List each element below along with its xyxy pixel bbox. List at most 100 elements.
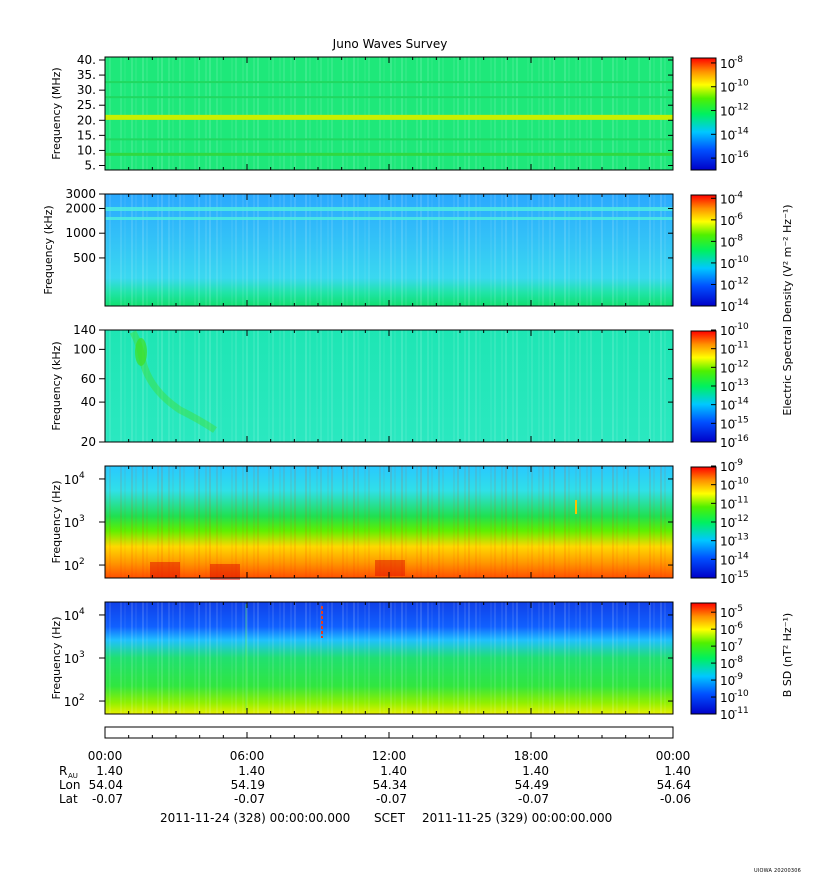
spike	[575, 500, 577, 514]
noise-strip	[538, 466, 540, 578]
noise-strip	[623, 466, 625, 578]
noise-strip	[538, 330, 540, 442]
noise-strip	[612, 194, 614, 306]
noise-strip	[390, 602, 392, 714]
noise-strip	[464, 57, 466, 170]
noise-strip	[198, 194, 200, 306]
noise-strip	[231, 57, 233, 170]
noise-strip	[623, 602, 625, 714]
noise-strip	[427, 466, 429, 578]
noise-strip	[161, 466, 163, 578]
noise-strip	[216, 57, 218, 170]
noise-strip	[205, 194, 207, 306]
noise-strip	[342, 330, 344, 442]
colorbar-tick-exponent: -14	[734, 397, 749, 407]
colorbar-tick-exponent: -10	[734, 255, 749, 265]
colorbar-1	[690, 57, 717, 171]
y-tick-label: 3000	[65, 187, 96, 201]
y-tick-label: 15.	[77, 128, 96, 142]
noise-strip	[294, 330, 296, 442]
y-tick-label: 10	[64, 652, 79, 666]
noise-strip	[394, 466, 396, 578]
ephemeris-row-label: Lat	[59, 792, 78, 806]
noise-strip	[416, 602, 418, 714]
noise-strip	[579, 57, 581, 170]
colorbar-tick-exponent: -9	[734, 458, 743, 468]
noise-strip	[442, 57, 444, 170]
noise-strip	[172, 602, 174, 714]
ephemeris-value: 1.40	[238, 764, 265, 778]
minor-band	[105, 138, 673, 141]
noise-strip	[342, 57, 344, 170]
colorbar-tick-label: 10	[720, 128, 735, 142]
noise-strip	[549, 57, 551, 170]
noise-strip	[383, 330, 385, 442]
y-tick-label: 500	[73, 251, 96, 265]
noise-strip	[231, 602, 233, 714]
noise-strip	[442, 330, 444, 442]
noise-strip	[320, 194, 322, 306]
minor-band	[105, 96, 673, 99]
noise-strip	[627, 194, 629, 306]
noise-strip	[438, 466, 440, 578]
noise-strip	[431, 330, 433, 442]
noise-strip	[431, 57, 433, 170]
noise-strip	[294, 57, 296, 170]
noise-strip	[290, 194, 292, 306]
ephemeris-value: 54.34	[373, 778, 407, 792]
noise-strip	[616, 57, 618, 170]
ephemeris-value: -0.06	[660, 792, 691, 806]
noise-strip	[549, 466, 551, 578]
noise-strip	[553, 194, 555, 306]
noise-strip	[531, 330, 533, 442]
ephemeris-value: 1.40	[664, 764, 691, 778]
noise-strip	[653, 330, 655, 442]
noise-strip	[331, 466, 333, 578]
noise-strip	[220, 602, 222, 714]
noise-strip	[664, 466, 666, 578]
noise-strip	[257, 466, 259, 578]
noise-strip	[209, 57, 211, 170]
noise-strip	[601, 330, 603, 442]
colorbar-tick-exponent: -11	[734, 495, 749, 505]
noise-strip	[542, 330, 544, 442]
y-tick-label: 10	[64, 609, 79, 623]
noise-strip	[475, 57, 477, 170]
ephemeris-value: -0.07	[376, 792, 407, 806]
noise-strip	[279, 602, 281, 714]
noise-strip	[283, 194, 285, 306]
y-tick-label: 2000	[65, 201, 96, 215]
colorbar-tick-exponent: -11	[734, 706, 749, 716]
noise-strip	[479, 330, 481, 442]
noise-strip	[294, 466, 296, 578]
noise-strip	[568, 602, 570, 714]
y-tick-label: 35.	[77, 68, 96, 82]
noise-strip	[305, 602, 307, 714]
noise-strip	[253, 194, 255, 306]
colorbar-tick-label: 10	[720, 535, 735, 549]
noise-strip	[649, 602, 651, 714]
noise-strip	[564, 330, 566, 442]
noise-strip	[157, 57, 159, 170]
colorbar-tick-label: 10	[720, 497, 735, 511]
noise-strip	[531, 602, 533, 714]
noise-strip	[198, 602, 200, 714]
noise-strip	[205, 57, 207, 170]
noise-strip	[146, 57, 148, 170]
noise-strip	[464, 602, 466, 714]
noise-strip	[120, 602, 122, 714]
colorbar-tick-exponent: -14	[734, 551, 749, 561]
noise-strip	[649, 194, 651, 306]
noise-strip	[272, 57, 274, 170]
noise-strip	[405, 602, 407, 714]
y-tick-label: 10	[64, 516, 79, 530]
noise-strip	[353, 602, 355, 714]
noise-strip	[268, 330, 270, 442]
ephemeris-value: 1.40	[96, 764, 123, 778]
noise-strip	[383, 602, 385, 714]
noise-strip	[405, 330, 407, 442]
noise-strip	[464, 466, 466, 578]
spectrogram-panel-1: 5.10.15.20.25.30.35.40. Frequency (MHz) 10…	[50, 53, 749, 172]
noise-strip	[198, 57, 200, 170]
